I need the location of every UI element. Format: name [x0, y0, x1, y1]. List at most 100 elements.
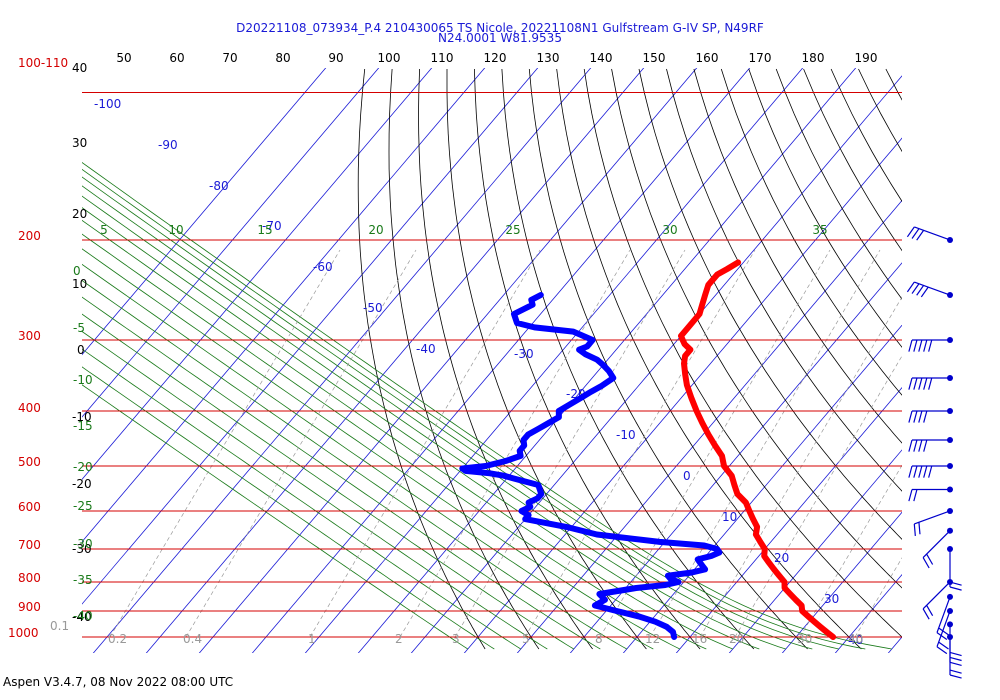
wind-barb-staff	[922, 530, 951, 559]
dry-adiabat-grid	[357, 68, 1000, 650]
isotherm-label: -60	[313, 260, 333, 274]
top-scale-label: 70	[222, 51, 237, 65]
wind-barbs	[906, 226, 962, 679]
mixing-ratio-line	[185, 249, 417, 638]
isotherm-label: 0	[683, 469, 691, 483]
wind-barb-flag	[936, 632, 948, 640]
isotherm-line	[198, 68, 698, 653]
wind-barb-staff	[936, 610, 951, 647]
isotherm-line	[304, 68, 804, 653]
footer-version: Aspen V3.4.7, 08 Nov 2022 08:00 UTC	[3, 675, 233, 689]
moist-adiabat-left-label: -15	[73, 419, 93, 433]
top-scale-label: 140	[590, 51, 613, 65]
moist-adiabat	[82, 330, 548, 650]
mixing-ratio-label: 0.2	[108, 632, 127, 646]
mixing-ratio-line	[799, 464, 902, 638]
sounding-traces	[459, 259, 837, 640]
isotherm-line	[622, 324, 902, 653]
height-label: 10	[72, 277, 87, 291]
pressure-tick-label: 300	[18, 329, 41, 343]
top-scale-label: 190	[855, 51, 878, 65]
mixing-ratio-label: 20	[729, 632, 744, 646]
isotherm-line	[82, 68, 486, 543]
wind-barb-flag	[913, 339, 918, 352]
height-label: -20	[72, 477, 92, 491]
dry-adiabat	[693, 68, 902, 444]
wind-barb-staff	[914, 281, 951, 296]
dry-adiabat	[357, 68, 486, 650]
isotherm-line	[675, 386, 902, 653]
dry-adiabat	[803, 68, 902, 252]
dry-adiabat	[720, 68, 902, 396]
wind-barb-flag	[923, 410, 928, 423]
moist-adiabat-top-label: 25	[505, 223, 520, 237]
mixing-ratio-line	[109, 249, 341, 638]
top-scale-label: 130	[537, 51, 560, 65]
wind-barb-flag	[920, 286, 929, 298]
dewpoint-trace	[459, 292, 723, 640]
wind-barb-flag	[918, 439, 923, 452]
isotherm-line	[728, 449, 902, 653]
wind-barb-flag	[938, 641, 949, 650]
pressure-tick-label: 500	[18, 455, 41, 469]
wind-barb-flag	[913, 523, 916, 536]
moist-adiabat-left-label: -30	[73, 537, 93, 551]
wind-barb-flag	[949, 661, 962, 667]
mixing-ratio-label: 30	[797, 632, 812, 646]
isotherm-line	[463, 137, 902, 653]
mixing-ratio-label: 0.1	[50, 619, 69, 633]
wind-barb-flag	[928, 465, 933, 478]
wind-barb-flag	[936, 646, 948, 655]
moist-adiabat-grid	[82, 161, 892, 650]
mixing-ratio-label: 12	[645, 632, 660, 646]
mixing-ratio-line	[399, 249, 631, 638]
moist-adiabat	[82, 195, 786, 650]
wind-barb-flag	[908, 410, 913, 423]
dry-adiabat	[388, 68, 540, 650]
height-label: 30	[72, 136, 87, 150]
wind-barb-flag	[913, 377, 918, 390]
wind-barb-flag	[949, 651, 962, 657]
dry-adiabat	[446, 69, 647, 650]
moist-adiabat	[82, 296, 601, 650]
dry-adiabat	[748, 68, 902, 348]
isotherm-line	[781, 511, 902, 653]
moist-adiabat	[82, 280, 627, 650]
isotherm-line	[82, 68, 433, 480]
moist-adiabat-left-label: -40	[73, 609, 93, 623]
height-label: 40	[72, 61, 87, 75]
isotherm-line	[82, 68, 327, 356]
moist-adiabat	[82, 207, 760, 650]
isotherm-line	[954, 0, 1000, 700]
isotherm-label: -100	[94, 97, 121, 111]
moist-adiabat	[82, 176, 839, 650]
isotherm-line	[834, 574, 902, 653]
pressure-tick-label: 800	[18, 571, 41, 585]
top-scale-label: 120	[484, 51, 507, 65]
wind-barb-flag	[923, 439, 928, 452]
dry-adiabat	[418, 68, 593, 650]
isotherm-label: -70	[262, 219, 282, 233]
top-scale-label: 60	[169, 51, 184, 65]
wind-barb-flag	[916, 230, 925, 241]
dry-adiabat	[666, 68, 902, 492]
mixing-ratio-line	[854, 557, 902, 638]
wind-barb-flag	[926, 553, 934, 565]
mixing-ratio-line	[309, 249, 541, 638]
moist-adiabat-top-label: 20	[368, 223, 383, 237]
wind-barb-flag	[928, 377, 933, 390]
dry-adiabat	[968, 69, 1000, 649]
dry-adiabat	[638, 68, 902, 540]
dry-adiabat	[858, 68, 902, 153]
moist-adiabat	[82, 161, 892, 650]
wind-barb-staff	[914, 226, 951, 241]
wind-barb-flag	[918, 522, 921, 535]
mixing-ratio-label: 3	[452, 632, 460, 646]
dry-adiabat	[775, 68, 902, 300]
moist-adiabat-left-label: 0	[73, 264, 81, 278]
pressure-tick-label: 600	[18, 500, 41, 514]
height-label: -10	[72, 410, 92, 424]
moist-adiabat	[82, 348, 522, 650]
mixing-ratio-line	[734, 355, 902, 638]
